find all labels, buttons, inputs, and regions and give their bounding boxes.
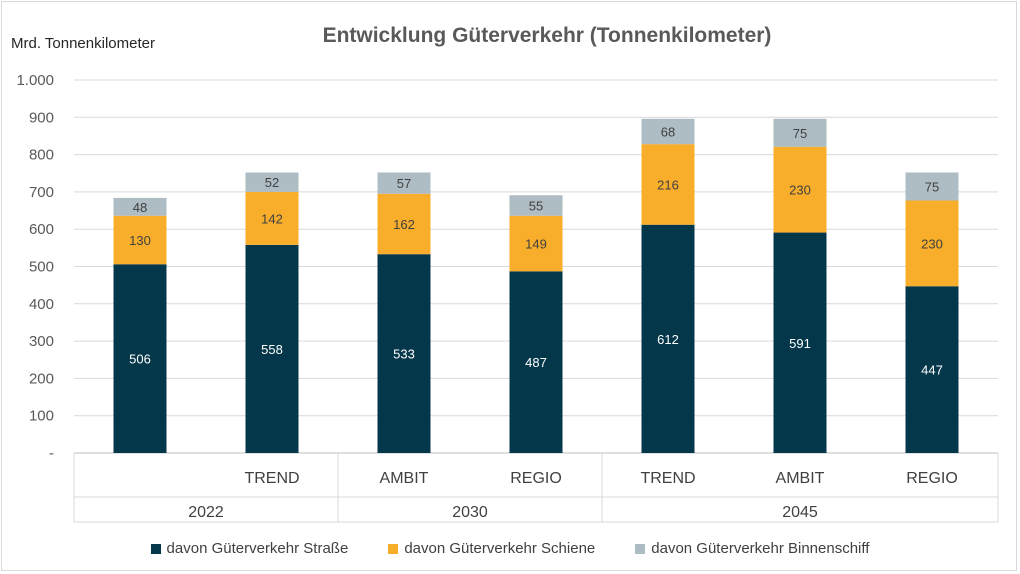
- y-tick-label: 200: [29, 370, 54, 387]
- data-label: 142: [261, 211, 283, 226]
- bar-segment: [245, 244, 299, 453]
- x-group-label: 2045: [782, 504, 818, 521]
- y-tick-label: -: [49, 445, 54, 462]
- bar-segment: [773, 118, 827, 147]
- data-label: 55: [529, 199, 543, 214]
- bar-segment: [641, 224, 695, 453]
- legend-item: davon Güterverkehr Binnenschiff: [635, 540, 869, 557]
- data-label: 447: [921, 363, 943, 378]
- bar-segment: [245, 172, 299, 192]
- y-tick-label: 700: [29, 184, 54, 201]
- data-label: 162: [393, 217, 415, 232]
- data-label: 506: [129, 352, 151, 367]
- x-category-label: REGIO: [906, 470, 958, 487]
- data-label: 612: [657, 332, 679, 347]
- data-label: 591: [789, 336, 811, 351]
- y-tick-label: 600: [29, 221, 54, 238]
- y-tick-label: 500: [29, 259, 54, 276]
- data-label: 558: [261, 342, 283, 357]
- bar-segment: [113, 264, 167, 453]
- x-category-label: TREND: [640, 470, 695, 487]
- data-label: 48: [133, 200, 147, 215]
- bar-segment: [905, 172, 959, 201]
- y-axis-label: Mrd. Tonnenkilometer: [11, 35, 155, 52]
- x-category-label: AMBIT: [380, 470, 429, 487]
- data-label: 216: [657, 177, 679, 192]
- data-label: 130: [129, 233, 151, 248]
- bar-segment: [245, 191, 299, 245]
- legend-label: davon Güterverkehr Schiene: [404, 540, 596, 557]
- data-label: 487: [525, 355, 547, 370]
- legend-swatch: [635, 543, 646, 554]
- legend: davon Güterverkehr Straße davon Güterverk…: [0, 540, 1020, 557]
- bar-segment: [641, 118, 695, 145]
- bar-segment: [113, 197, 167, 216]
- y-tick-label: 800: [29, 147, 54, 164]
- bar-segment: [509, 271, 563, 453]
- legend-item: davon Güterverkehr Straße: [150, 540, 349, 557]
- y-tick-label: 400: [29, 296, 54, 313]
- bar-segment: [773, 232, 827, 453]
- y-tick-label: 300: [29, 333, 54, 350]
- bar-segment: [377, 172, 431, 194]
- bar-segment: [113, 215, 167, 265]
- bar-segment: [773, 146, 827, 233]
- bar-segment: [905, 286, 959, 453]
- y-tick-label: 100: [29, 408, 54, 425]
- bar-segment: [641, 144, 695, 225]
- x-group-label: 2022: [188, 504, 224, 521]
- data-label: 52: [265, 175, 279, 190]
- bar-segment: [509, 215, 563, 272]
- y-tick-label: 1.000: [16, 72, 54, 89]
- chart-title: Entwicklung Güterverkehr (Tonnenkilomete…: [322, 24, 772, 47]
- bar-segment: [377, 254, 431, 453]
- legend-label: davon Güterverkehr Binnenschiff: [651, 540, 870, 557]
- legend-swatch: [150, 543, 161, 554]
- legend-item: davon Güterverkehr Schiene: [388, 540, 595, 557]
- x-group-label: 2030: [452, 504, 488, 521]
- x-category-label: TREND: [244, 470, 299, 487]
- data-label: 533: [393, 347, 415, 362]
- data-label: 230: [921, 236, 943, 251]
- y-tick-label: 900: [29, 109, 54, 126]
- data-label: 75: [793, 126, 807, 141]
- x-category-label: REGIO: [510, 470, 562, 487]
- data-label: 68: [661, 124, 675, 139]
- x-category-label: AMBIT: [776, 470, 825, 487]
- data-label: 149: [525, 237, 547, 252]
- bar-segment: [905, 200, 959, 287]
- bar-segment: [377, 193, 431, 255]
- legend-swatch: [388, 543, 399, 554]
- bar-segment: [509, 195, 563, 216]
- legend-label: davon Güterverkehr Straße: [166, 540, 349, 557]
- data-label: 57: [397, 176, 411, 191]
- data-label: 230: [789, 183, 811, 198]
- data-label: 75: [925, 179, 939, 194]
